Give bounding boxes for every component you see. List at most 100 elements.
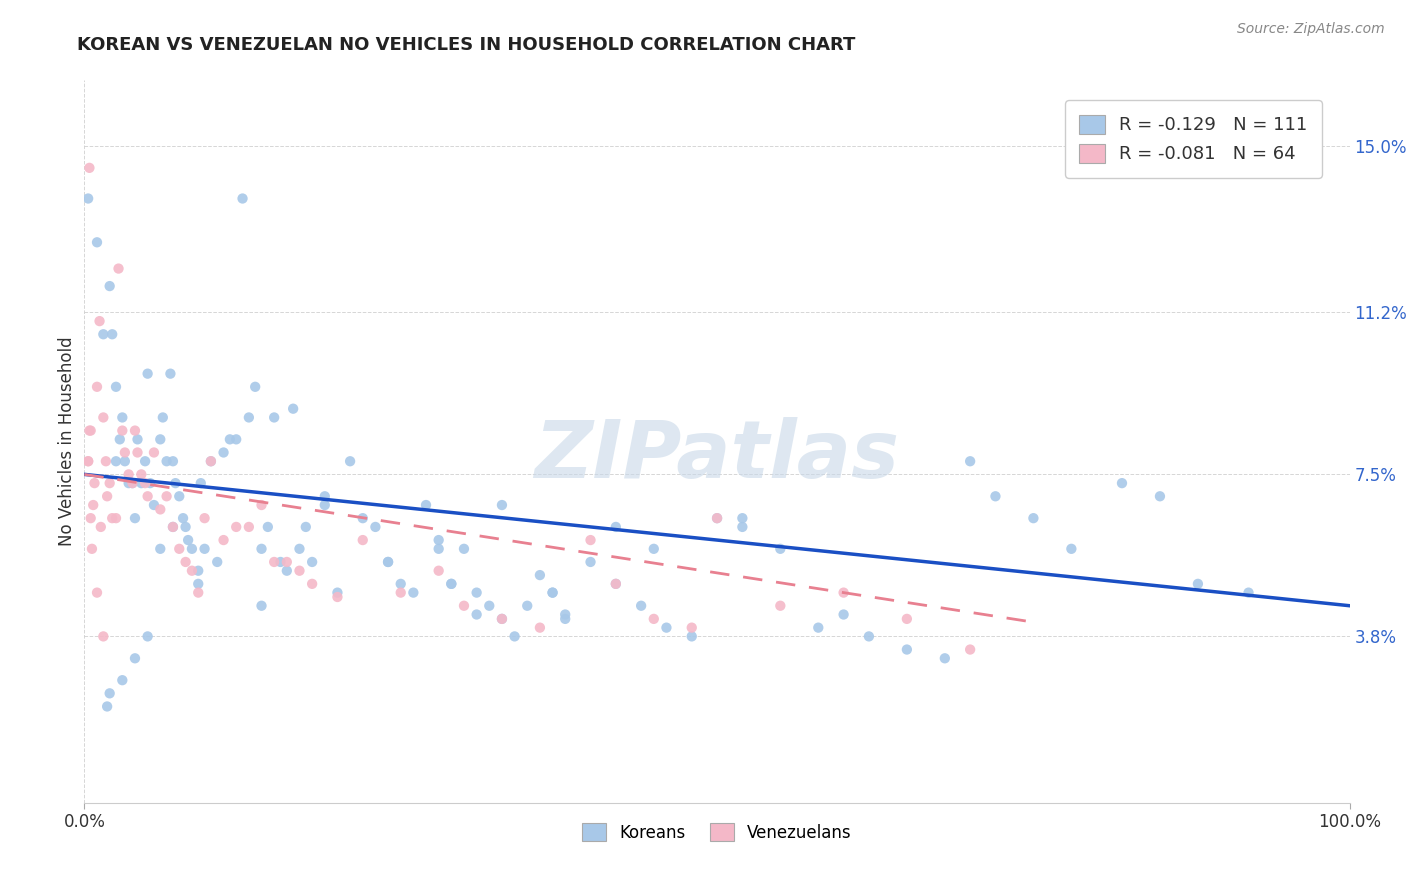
Point — [731, 511, 754, 525]
Point — [579, 555, 602, 569]
Point — [155, 489, 177, 503]
Point — [377, 555, 399, 569]
Point — [159, 367, 181, 381]
Point — [326, 590, 349, 604]
Point — [295, 520, 318, 534]
Point — [288, 564, 311, 578]
Point — [281, 401, 305, 416]
Point — [107, 261, 129, 276]
Point — [124, 651, 146, 665]
Point — [1111, 476, 1133, 491]
Point — [219, 433, 242, 447]
Text: Source: ZipAtlas.com: Source: ZipAtlas.com — [1237, 22, 1385, 37]
Point — [959, 454, 981, 468]
Point — [98, 686, 121, 700]
Point — [427, 541, 450, 556]
Point — [108, 433, 131, 447]
Point — [111, 410, 134, 425]
Point — [136, 629, 159, 643]
Point — [529, 568, 551, 582]
Point — [706, 511, 728, 525]
Point — [121, 476, 143, 491]
Point — [111, 424, 134, 438]
Point — [263, 555, 285, 569]
Point — [301, 577, 323, 591]
Point — [127, 445, 149, 459]
Point — [231, 192, 254, 206]
Point — [769, 599, 792, 613]
Point — [364, 520, 387, 534]
Point — [194, 541, 217, 556]
Point — [86, 585, 108, 599]
Point — [162, 454, 184, 468]
Point — [162, 520, 184, 534]
Point — [453, 541, 475, 556]
Point — [93, 410, 115, 425]
Point — [79, 424, 103, 438]
Point — [190, 476, 212, 491]
Point — [1060, 541, 1083, 556]
Point — [276, 555, 298, 569]
Point — [959, 642, 981, 657]
Point — [162, 520, 184, 534]
Point — [465, 607, 488, 622]
Point — [129, 476, 153, 491]
Text: KOREAN VS VENEZUELAN NO VEHICLES IN HOUSEHOLD CORRELATION CHART: KOREAN VS VENEZUELAN NO VEHICLES IN HOUS… — [77, 36, 856, 54]
Point — [134, 476, 156, 491]
Point — [77, 454, 100, 468]
Point — [172, 511, 194, 525]
Point — [769, 541, 792, 556]
Text: ZIPatlas: ZIPatlas — [534, 417, 900, 495]
Point — [529, 621, 551, 635]
Point — [149, 541, 172, 556]
Point — [491, 612, 513, 626]
Point — [896, 612, 918, 626]
Point — [605, 577, 627, 591]
Point — [339, 454, 361, 468]
Point — [706, 511, 728, 525]
Point — [169, 489, 191, 503]
Point — [238, 520, 260, 534]
Point — [98, 476, 121, 491]
Point — [187, 585, 209, 599]
Point — [152, 410, 174, 425]
Point — [149, 433, 172, 447]
Point — [554, 607, 576, 622]
Point — [288, 541, 311, 556]
Point — [832, 585, 855, 599]
Point — [77, 454, 100, 468]
Point — [832, 607, 855, 622]
Point — [93, 629, 115, 643]
Point — [250, 599, 273, 613]
Point — [984, 489, 1007, 503]
Point — [1149, 489, 1171, 503]
Point — [127, 433, 149, 447]
Point — [516, 599, 538, 613]
Point — [105, 380, 127, 394]
Point — [643, 541, 665, 556]
Point — [681, 621, 703, 635]
Point — [77, 192, 100, 206]
Point — [225, 433, 247, 447]
Point — [79, 161, 101, 175]
Point — [238, 410, 260, 425]
Point — [352, 511, 374, 525]
Point — [491, 498, 513, 512]
Point — [114, 445, 136, 459]
Point — [1237, 585, 1260, 599]
Point — [134, 454, 156, 468]
Point — [124, 424, 146, 438]
Point — [807, 621, 830, 635]
Point — [136, 489, 159, 503]
Point — [541, 585, 564, 599]
Point — [136, 367, 159, 381]
Point — [194, 511, 217, 525]
Point — [605, 577, 627, 591]
Point — [101, 511, 124, 525]
Point — [149, 502, 172, 516]
Point — [207, 555, 229, 569]
Point — [352, 533, 374, 547]
Point — [129, 467, 153, 482]
Point — [212, 533, 235, 547]
Point — [114, 454, 136, 468]
